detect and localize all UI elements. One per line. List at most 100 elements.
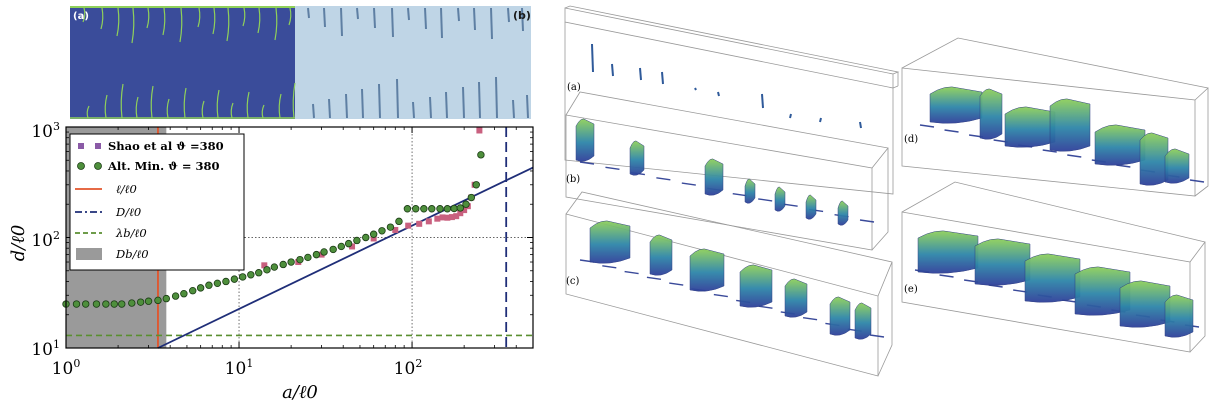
crack-line — [179, 7, 183, 43]
altmin-point — [189, 287, 197, 295]
crack-line — [361, 88, 364, 119]
crack-line — [104, 94, 108, 119]
altmin-point — [238, 273, 247, 281]
crack-line — [507, 7, 510, 23]
crack-sheet — [1049, 98, 1091, 152]
data-points — [62, 127, 485, 308]
crack-filament — [661, 71, 664, 85]
crack-sheet — [929, 86, 983, 124]
crack-filament — [761, 93, 764, 109]
crack-sheet — [744, 178, 756, 204]
panel-b-label: (b) — [513, 9, 531, 22]
altmin-point — [467, 193, 476, 202]
crack-sheet — [1094, 124, 1146, 166]
sim-label-a: (a) — [567, 82, 581, 93]
altmin-point — [287, 258, 295, 266]
y-axis-label: d/ℓ0 — [8, 225, 29, 262]
legend-entry-lambda: λb/ℓ0 — [75, 226, 147, 240]
crack-streak — [919, 124, 935, 128]
crack-streak — [656, 177, 671, 181]
altmin-point — [296, 255, 304, 264]
crack-sheet — [629, 140, 645, 176]
altmin-point — [386, 223, 395, 231]
altmin-point — [462, 200, 470, 208]
crack-line — [307, 7, 310, 19]
crack-sheet — [917, 230, 979, 274]
sim-panel-b: (b) — [565, 91, 889, 251]
crack-line — [183, 87, 187, 119]
crack-line — [429, 96, 432, 119]
crack-sheet — [1164, 148, 1190, 184]
svg-text:D/ℓ0: D/ℓ0 — [115, 205, 141, 219]
crack-line — [328, 98, 331, 119]
crack-filament — [859, 121, 862, 129]
crack-line — [323, 7, 326, 28]
shao-point — [261, 262, 268, 269]
simulation-panels: (a) (b) (c) (d) — [564, 5, 1209, 377]
altmin-point — [337, 242, 346, 251]
crack-line — [512, 99, 515, 119]
crack-streak — [1189, 179, 1205, 183]
crack-line — [445, 91, 448, 119]
sim-label-e: (e) — [904, 284, 918, 295]
sim-e-crack-sheets — [914, 230, 1200, 338]
legend-entry-D: D/ℓ0 — [75, 205, 141, 219]
crack-line — [246, 91, 250, 119]
crack-line — [526, 94, 529, 119]
shao-point — [461, 207, 468, 214]
altmin-point — [196, 284, 205, 292]
legend-entry-shao: Shao et al ϑ =380 — [78, 139, 224, 153]
altmin-point — [436, 205, 444, 213]
shao-point — [448, 214, 455, 221]
crack-line — [478, 81, 481, 119]
crack-sheet — [1004, 106, 1056, 148]
crack-line — [131, 7, 135, 44]
crack-sheet — [689, 248, 725, 292]
y-tick-label: 103 — [31, 120, 60, 142]
crack-line — [345, 93, 348, 119]
sim-panel-c: (c) — [565, 191, 893, 377]
altmin-point — [128, 299, 136, 307]
crack-streak — [859, 219, 875, 223]
crack-sheet — [739, 264, 773, 308]
crack-line — [162, 7, 166, 36]
sim-panel-d: (d) — [901, 37, 1209, 197]
crack-sheet — [704, 158, 724, 196]
crack-line — [230, 102, 234, 119]
x-tick-labels: 100 101 102 — [52, 357, 423, 379]
x-tick-label: 101 — [225, 357, 254, 379]
altmin-point — [456, 204, 464, 212]
altmin-point — [102, 300, 110, 308]
x-tick-label: 100 — [52, 357, 81, 379]
crack-line — [86, 105, 90, 119]
altmin-point — [395, 217, 403, 226]
panel-b-cracks — [307, 7, 529, 119]
x-axis-label: a/ℓ0 — [282, 382, 318, 403]
crack-line — [412, 101, 415, 119]
crack-line — [120, 83, 124, 119]
crack-streak — [758, 305, 773, 309]
altmin-point — [110, 300, 118, 308]
crack-streak — [669, 282, 684, 286]
sim-c-crack-sheets — [579, 220, 885, 340]
sim-label-d: (d) — [904, 134, 918, 145]
altmin-point — [312, 250, 321, 259]
altmin-point — [162, 294, 171, 303]
shao-point — [457, 210, 464, 217]
crack-line — [407, 7, 410, 21]
crack-sheet — [979, 88, 1003, 140]
altmin-point — [450, 204, 458, 213]
crack-streak — [939, 274, 954, 278]
crack-line — [242, 7, 246, 27]
crack-line — [216, 89, 220, 119]
crack-streak — [713, 293, 728, 298]
sim-label-c: (c) — [566, 276, 580, 287]
crack-filament — [717, 91, 720, 97]
altmin-point — [154, 296, 162, 305]
scaling-chart: 100 101 102 101 102 103 a/ℓ0 d/ℓ0 Shao e… — [8, 120, 534, 403]
crack-line — [396, 78, 399, 119]
y-tick-labels: 101 102 103 — [31, 120, 60, 360]
crack-streak — [646, 276, 662, 281]
crack-line — [100, 7, 104, 30]
crack-filament — [611, 63, 614, 77]
